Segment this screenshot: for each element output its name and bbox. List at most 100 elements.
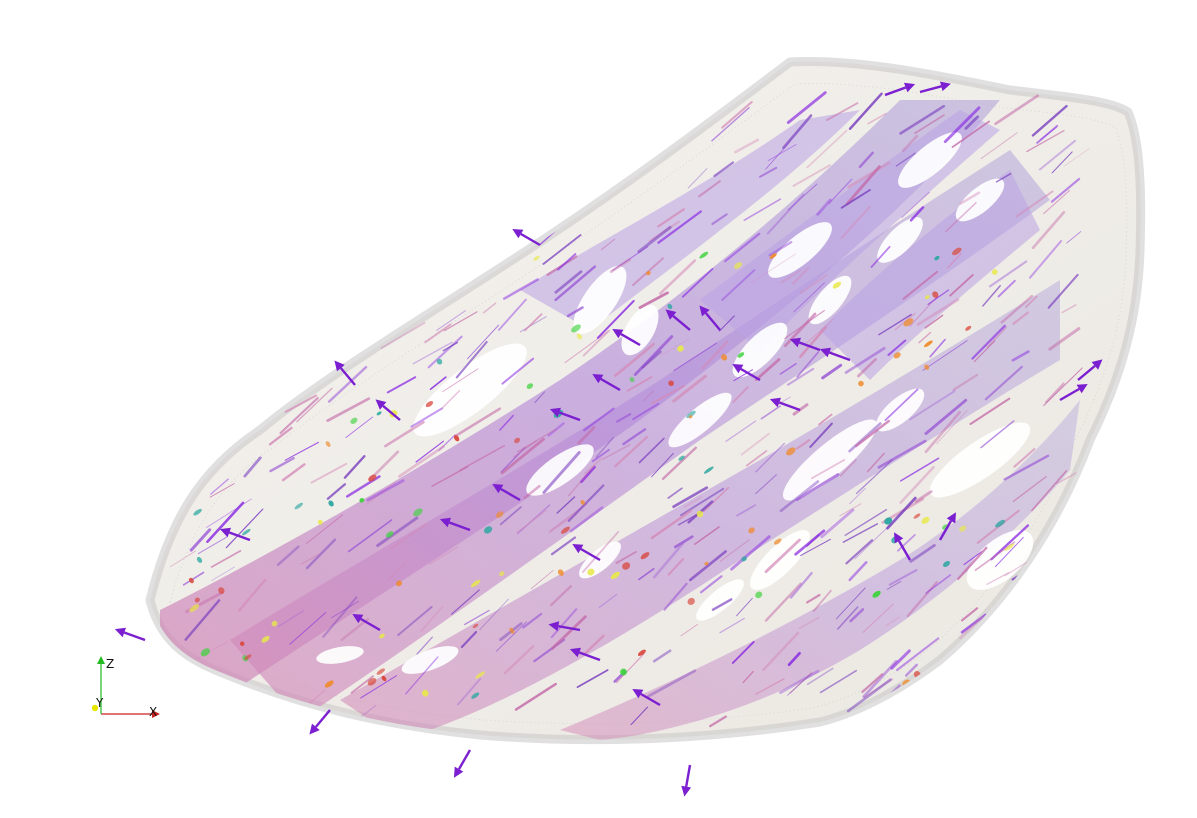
fiber-streak [742,670,754,684]
fiber-streak [380,321,426,350]
fiber-streak [584,634,605,655]
fiber-streak [321,300,338,314]
fiber-streak [819,669,858,694]
fiber-streak [405,656,439,695]
direction-arrowhead [789,337,801,348]
fiber-streak [564,331,609,364]
x-axis-arrowhead [152,710,160,718]
fiber-streak [310,462,348,484]
fiber-streak [943,106,981,144]
direction-arrowhead [1091,359,1103,370]
fiber-streak [994,94,1040,126]
fiber-streak [249,360,265,373]
fiber-streak [909,544,936,563]
fiber-streak [719,617,745,634]
fiber-streak [787,651,801,667]
accent-glyph [748,527,755,534]
fiber-streak [1031,104,1068,137]
fiber-streak [845,539,874,565]
fiber-streak [736,597,753,617]
accent-glyph [696,510,704,518]
direction-arrow-shaft [828,351,851,362]
fiber-streak [791,267,810,285]
direction-arrowhead [904,82,916,93]
fiber-streak [303,225,332,257]
fiber-streak [849,487,866,505]
accent-glyph [587,568,595,576]
fiber-streak [266,133,286,147]
fiber-streak [428,545,459,565]
fiber-streak [650,509,692,540]
fiber-streak [806,129,848,169]
fiber-streak [642,390,654,402]
fiber-streak [238,578,267,612]
fiber-streak [779,669,820,694]
accent-glyph [677,345,684,352]
accent-glyph [688,415,693,419]
accent-glyph [533,255,540,261]
fiber-streak [969,397,1011,426]
fiber-streak [732,386,749,403]
fiber-streak [568,464,596,497]
direction-arrow-shaft [123,631,146,642]
void-region [732,322,788,378]
fiber-streak [184,599,221,641]
fiber-streak [713,161,735,178]
void-region [621,304,659,356]
accent-glyph [188,577,194,584]
fiber-streak [444,184,482,209]
fiber-streak [1015,190,1054,218]
direction-arrowhead [439,517,451,528]
fiber-streak [442,341,459,352]
fiber-streak [429,376,447,391]
fiber-streak [596,299,635,339]
fiber-streak [206,501,245,544]
fiber-streak [709,715,727,728]
accent-glyph [385,531,394,538]
fiber-streak [806,667,834,686]
fiber-streak [455,340,488,379]
fiber-streak [179,710,198,727]
fiber-streak [288,280,316,300]
fiber-streak [984,365,1024,401]
accent-glyph [903,318,914,327]
fiber-streak [389,522,428,550]
fiber-streak [1051,151,1073,174]
fiber-streak [809,422,833,448]
fiber-streak [360,675,398,699]
fiber-streak [842,523,879,543]
accent-glyph [926,697,932,704]
direction-arrow-shaft [382,404,401,421]
fiber-streak [818,413,833,426]
fiber-streak [971,324,1006,360]
direction-arrow-shaft [448,521,471,532]
void-region [782,419,878,501]
fiber-streak [721,269,756,301]
direction-arrowhead [946,512,956,524]
fiber-streak [412,341,453,365]
direction-arrow-shaft [938,520,953,541]
fiber-streak [734,138,760,154]
fiber-streak [550,608,578,639]
fiber-streak [1012,476,1047,503]
fiber-streak [513,440,537,458]
fiber-streak [740,432,770,456]
direction-arrow-shaft [558,625,581,632]
fiber-streak [202,162,224,185]
fiber-streak [839,459,857,477]
fiber-streak [821,363,843,380]
direction-arrow-shaft [339,367,356,386]
fiber-streak [245,282,279,308]
fiber-streak [210,550,242,568]
accent-glyph [325,441,331,447]
accent-glyph [786,447,796,456]
fiber-streak [1066,231,1082,244]
fiber-streak [755,474,778,495]
accent-glyph [923,340,933,348]
accent-glyph [1004,543,1015,551]
void-region [573,265,627,335]
fiber-streak [652,649,672,663]
accent-glyph [376,668,385,675]
fiber-streak [598,593,618,609]
